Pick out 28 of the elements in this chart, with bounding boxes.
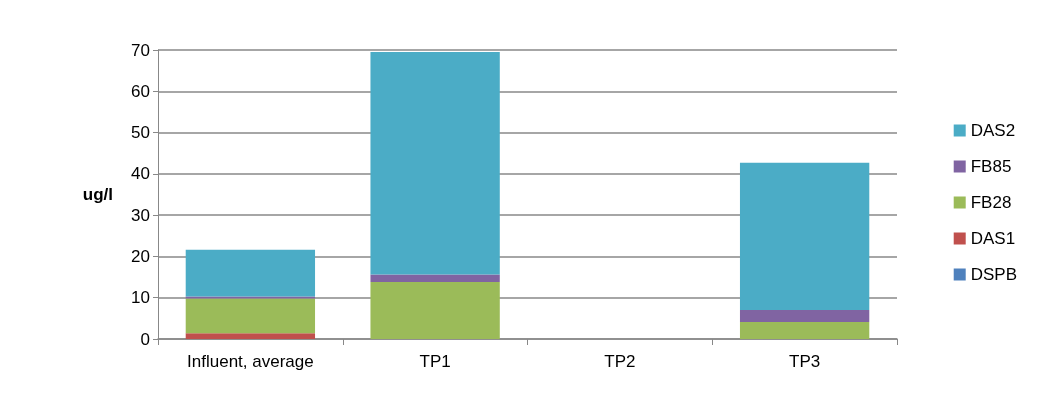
y-tick-label: 70 [131,40,150,60]
legend-label: FB85 [970,157,1012,176]
y-axis-title: ug/l [82,185,113,204]
y-tick-label: 30 [131,205,150,225]
bar [739,310,870,323]
y-tick-label: 40 [131,164,150,184]
legend-label: DSPB [970,265,1017,284]
legend-label: FB28 [970,193,1012,212]
bar [370,274,500,283]
legend-label: DAS2 [970,121,1016,140]
bar [739,162,870,311]
bar [185,298,316,334]
y-tick-label: 20 [131,246,150,266]
x-tick-label: Influent, average [187,352,314,371]
bar [185,249,316,297]
x-tick-label: TP1 [419,352,451,371]
bar [185,333,316,339]
bar [739,322,870,339]
bar [370,282,500,339]
y-tick-label: 50 [131,123,150,143]
y-tick-label: 0 [140,329,150,349]
bar [185,296,316,299]
x-tick-label: TP3 [789,352,821,371]
y-tick-label: 10 [131,288,150,308]
x-tick-label: TP2 [604,352,636,371]
bar [370,52,500,275]
legend-label: DAS1 [970,229,1016,248]
y-tick-label: 60 [131,81,150,101]
